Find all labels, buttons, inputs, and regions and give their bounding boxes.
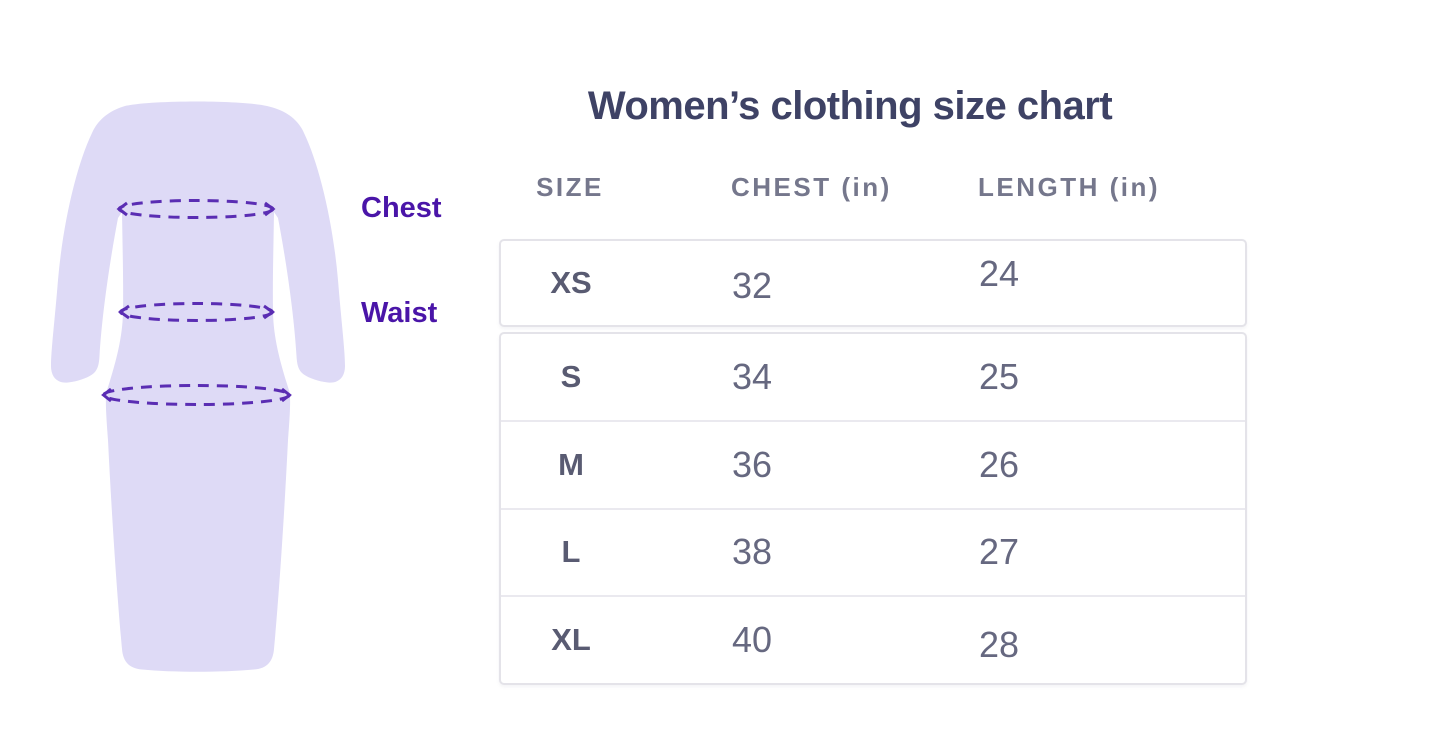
length-cell: 26 [979,443,1020,485]
measure-lines [101,199,292,406]
chest-cell: 40 [732,619,773,661]
table-row: S 34 25 [501,334,1245,420]
chest-cell: 32 [732,265,773,306]
size-cell: L [561,534,581,570]
page-title: Women’s clothing size chart [587,84,1113,128]
chest-line-arrows [116,201,276,217]
size-cell: XL [551,622,591,658]
size-table-rows-box: S 34 25 M 36 26 L 38 27 XL 40 28 [499,332,1247,685]
table-row: L 38 27 [501,507,1245,596]
header-chest: CHEST (in) [731,172,892,202]
length-cell: 24 [979,253,1020,294]
size-cell: S [560,358,582,394]
waist-line-arrows [117,304,276,320]
table-row: M 36 26 [501,419,1245,508]
dress-silhouette [51,101,345,672]
size-cell: M [558,446,584,482]
size-cell: XS [550,265,592,300]
waist-measure-label: Waist [361,297,438,329]
length-cell: 27 [979,531,1020,573]
chest-measure-label: Chest [361,192,442,224]
chest-cell: 38 [732,531,773,573]
chest-cell: 34 [732,355,773,397]
dress-illustration [51,101,345,672]
header-size: SIZE [536,172,604,202]
length-cell: 25 [979,355,1020,397]
table-header-row: SIZE CHEST (in) LENGTH (in) [500,172,1248,203]
size-table-first-box: XS 32 24 [499,239,1247,327]
table-row: XS 32 24 [501,241,1245,325]
chest-cell: 36 [732,443,773,485]
length-cell: 28 [979,624,1020,666]
header-length: LENGTH (in) [978,172,1161,202]
hip-line-arrows [101,387,292,403]
table-row: XL 40 28 [501,595,1245,683]
